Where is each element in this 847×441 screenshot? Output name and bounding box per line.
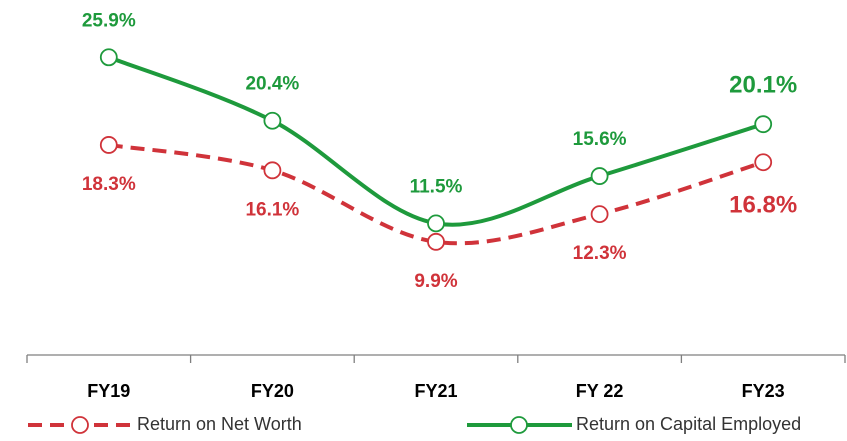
legend-label: Return on Capital Employed xyxy=(576,414,801,434)
x-tick-label: FY23 xyxy=(742,381,785,401)
point-marker xyxy=(427,232,445,251)
data-label: 11.5% xyxy=(410,176,463,197)
point-marker xyxy=(754,115,773,134)
data-label: 16.1% xyxy=(245,199,299,220)
series-line xyxy=(108,142,764,246)
data-label: 18.3% xyxy=(82,174,136,195)
legend-marker xyxy=(71,416,89,434)
data-label: 9.9% xyxy=(414,271,457,292)
x-tick-label: FY20 xyxy=(251,381,294,401)
point-marker xyxy=(99,48,118,67)
data-label: 20.1% xyxy=(729,72,797,99)
legend-marker xyxy=(510,416,528,434)
data-label: 12.3% xyxy=(573,243,627,264)
data-label: 25.9% xyxy=(82,10,136,31)
point-marker xyxy=(590,167,609,185)
point-marker xyxy=(263,161,282,180)
point-marker xyxy=(263,111,282,130)
x-tick-label: FY19 xyxy=(87,381,130,401)
legend-label: Return on Net Worth xyxy=(137,414,302,434)
data-label: 20.4% xyxy=(245,74,299,95)
x-tick-label: FY21 xyxy=(414,381,457,401)
data-label: 16.8% xyxy=(729,192,797,219)
point-marker xyxy=(427,214,445,233)
point-marker xyxy=(590,205,609,224)
series-line xyxy=(108,55,764,227)
point-marker xyxy=(99,136,118,154)
data-label: 15.6% xyxy=(573,129,627,150)
point-marker xyxy=(754,153,773,172)
x-tick-label: FY 22 xyxy=(576,381,624,401)
